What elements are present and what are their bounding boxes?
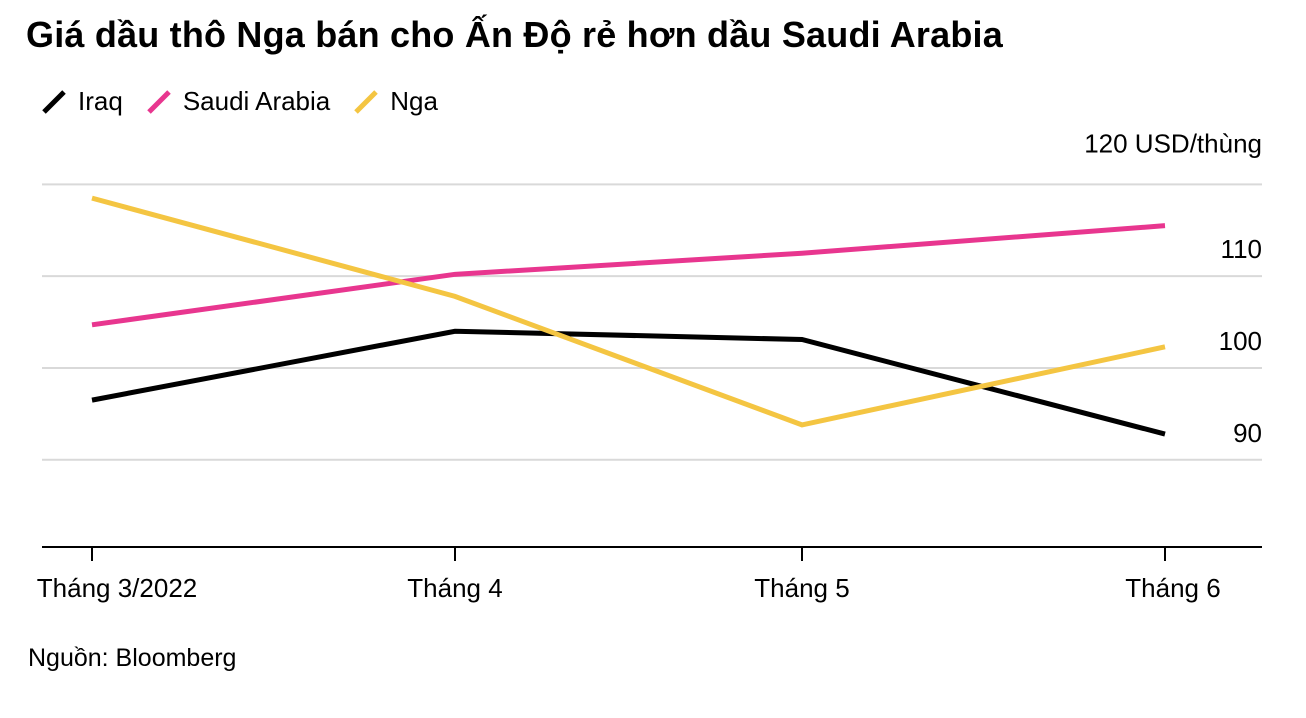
legend-label-iraq: Iraq xyxy=(78,86,123,116)
legend-swatch-iraq xyxy=(40,88,68,116)
x-tick-label: Tháng 5 xyxy=(754,573,849,603)
legend-label-saudi-arabia: Saudi Arabia xyxy=(182,86,331,116)
source-note: Nguồn: Bloomberg xyxy=(28,644,237,672)
series-line-saudi-arabia xyxy=(91,223,1166,328)
y-tick-label: 90 xyxy=(1233,418,1262,448)
x-tick-label: Tháng 4 xyxy=(407,573,502,603)
y-tick-label: 100 xyxy=(1219,326,1262,356)
legend: Iraq Saudi Arabia Nga xyxy=(40,86,460,117)
legend-item-nga: Nga xyxy=(352,86,438,117)
legend-swatch-saudi-arabia xyxy=(145,88,173,116)
legend-item-saudi-arabia: Saudi Arabia xyxy=(145,86,330,117)
y-tick-label: 110 xyxy=(1221,234,1262,264)
chart-title: Giá dầu thô Nga bán cho Ấn Độ rẻ hơn dầu… xyxy=(26,14,1003,55)
series-line-nga xyxy=(91,195,1166,428)
y-tick-label: 120 USD/thùng xyxy=(1084,128,1262,158)
legend-label-nga: Nga xyxy=(390,86,438,116)
legend-swatch-nga xyxy=(352,88,380,116)
legend-item-iraq: Iraq xyxy=(40,86,123,117)
x-tick-label: Tháng 6 xyxy=(1125,573,1220,603)
x-tick-label: Tháng 3/2022 xyxy=(37,573,197,603)
